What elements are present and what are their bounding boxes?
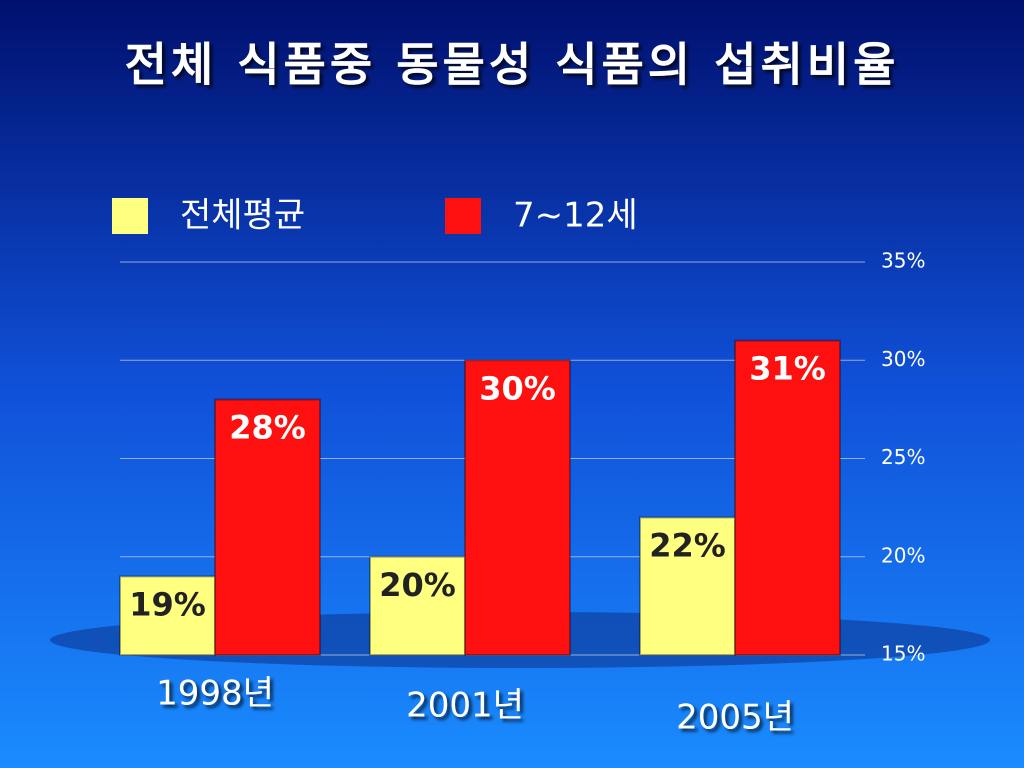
y-tick-label: 20% [881, 543, 925, 567]
x-tick-label: 2001년 [406, 686, 524, 726]
value-label: 19% [129, 585, 206, 623]
y-tick-label: 30% [881, 347, 925, 371]
legend-swatch [112, 198, 148, 234]
y-tick-label: 15% [881, 642, 925, 666]
value-label: 28% [229, 409, 306, 447]
x-tick-label: 2005년 [676, 698, 794, 738]
legend-label: 전체평균 [180, 196, 305, 236]
y-tick-label: 35% [881, 249, 925, 273]
value-label: 22% [649, 526, 726, 564]
value-label: 31% [749, 350, 826, 388]
value-label: 20% [379, 566, 456, 604]
y-tick-label: 25% [881, 445, 925, 469]
x-tick-label: 1998년 [156, 674, 274, 714]
bar [464, 359, 571, 656]
bar [734, 339, 841, 656]
bar [214, 398, 321, 656]
value-label: 30% [479, 369, 556, 407]
legend-label: 7~12세 [513, 196, 638, 236]
bar [119, 575, 216, 657]
chart-title: 전체 식품중 동물성 식품의 섭취비율 [125, 38, 900, 92]
legend-swatch [445, 198, 481, 234]
